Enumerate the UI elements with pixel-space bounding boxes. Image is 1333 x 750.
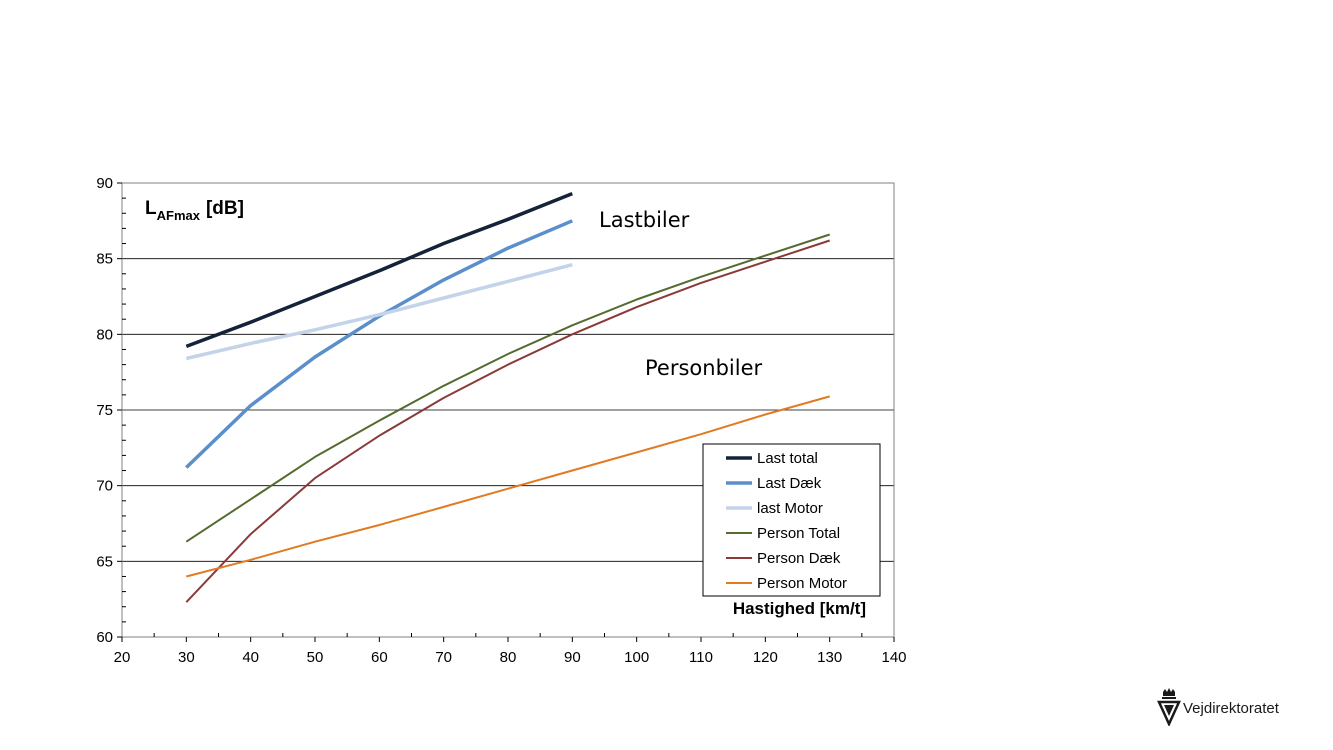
x-tick-label: 120 — [753, 649, 778, 666]
series-lines — [185, 191, 831, 603]
series-line-last-total — [185, 191, 573, 349]
y-tick-label: 65 — [96, 553, 113, 570]
y-tick-label: 80 — [96, 326, 113, 343]
annotation-lastbiler: Lastbiler — [599, 208, 690, 232]
legend-label: Last Dæk — [757, 475, 822, 492]
axis-ticks: 60 65 70 75 80 85 90 20 30 40 50 60 70 80 90 100 110 120 1… — [96, 175, 906, 666]
legend-label: last Motor — [757, 500, 823, 517]
y-tick-label: 85 — [96, 251, 113, 268]
x-tick-label: 40 — [242, 649, 259, 666]
x-tick-label: 80 — [500, 649, 517, 666]
x-axis-label: Hastighed [km/t] — [733, 599, 866, 618]
x-tick-label: 30 — [178, 649, 195, 666]
x-tick-label: 60 — [371, 649, 388, 666]
x-tick-label: 50 — [307, 649, 324, 666]
x-tick-label: 100 — [624, 649, 649, 666]
y-tick-label: 75 — [96, 402, 113, 419]
x-tick-label: 140 — [881, 649, 906, 666]
x-tick-label: 130 — [817, 649, 842, 666]
x-tick-label: 110 — [689, 649, 713, 666]
legend-label: Person Total — [757, 525, 840, 542]
y-tick-label: 60 — [96, 629, 113, 646]
x-tick-label: 90 — [564, 649, 581, 666]
series-line-last-motor — [185, 263, 573, 361]
legend — [702, 443, 881, 597]
legend-items: Last total Last Dæk last Motor Person Total… — [726, 450, 847, 592]
y-tick-label: 70 — [96, 478, 113, 495]
series-line-person-motor — [186, 395, 830, 578]
vejdirektoratet-logo: Vejdirektoratet — [1157, 688, 1307, 728]
y-tick-label: 90 — [96, 175, 113, 192]
x-tick-label: 70 — [435, 649, 452, 666]
legend-label: Person Dæk — [757, 550, 841, 567]
series-line-person-dæk — [185, 239, 831, 603]
x-tick-label: 20 — [114, 649, 131, 666]
crown-shield-icon — [1157, 688, 1181, 726]
annotation-personbiler: Personbiler — [645, 356, 762, 380]
legend-label: Person Motor — [757, 575, 847, 592]
series-line-person-total — [185, 233, 831, 543]
y-axis-label: LAFmax [dB] — [145, 198, 244, 223]
brand-name: Vejdirektoratet — [1183, 700, 1279, 717]
legend-label: Last total — [757, 450, 818, 467]
